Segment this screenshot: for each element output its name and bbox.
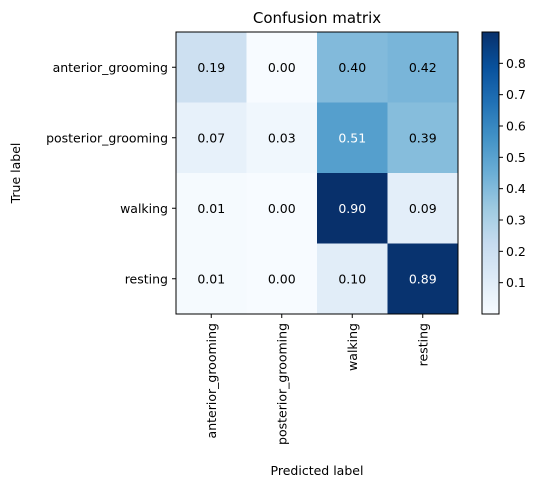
heatmap-cell <box>317 102 388 174</box>
heatmap-cell <box>387 173 459 244</box>
x-axis-ticks: anterior_grooming posterior_grooming walki… <box>204 314 430 445</box>
colorbar-tick-label: 0.7 <box>506 87 526 102</box>
cell-value-label: 0.01 <box>197 271 225 286</box>
y-tick-label: anterior_grooming <box>53 60 168 75</box>
y-tick-label: walking <box>120 201 168 216</box>
y-axis-label: True label <box>8 143 23 205</box>
cell-value-label: 0.51 <box>338 130 366 145</box>
cell-value-label: 0.90 <box>338 201 366 216</box>
colorbar-ticks: 0.1 0.2 0.3 0.4 0.5 0.6 0.7 0.8 <box>499 56 526 290</box>
heatmap-cell <box>387 102 459 174</box>
cell-value-label: 0.10 <box>338 271 366 286</box>
cell-value-label: 0.07 <box>197 130 225 145</box>
heatmap-cell <box>387 243 459 315</box>
x-tick-label: resting <box>415 323 430 366</box>
x-axis-label: Predicted label <box>271 463 364 478</box>
cell-value-label: 0.00 <box>268 201 296 216</box>
colorbar-tick-label: 0.4 <box>506 181 526 196</box>
colorbar-tick-label: 0.1 <box>506 275 526 290</box>
colorbar-tick-label: 0.3 <box>506 213 526 228</box>
heatmap-cell <box>246 243 318 315</box>
cell-value-label: 0.09 <box>409 201 437 216</box>
heatmap-cell <box>246 102 318 174</box>
heatmap-cell <box>246 173 318 244</box>
chart-title: Confusion matrix <box>253 9 381 27</box>
heatmap-cell <box>176 102 247 174</box>
heatmap-cell <box>246 32 318 103</box>
y-tick-label: posterior_grooming <box>46 130 168 145</box>
heatmap-cell <box>387 32 459 103</box>
cell-value-label: 0.03 <box>268 130 296 145</box>
heatmap-cell <box>176 243 247 315</box>
x-tick-label: posterior_grooming <box>274 323 289 445</box>
cell-value-label: 0.40 <box>338 60 366 75</box>
heatmap-cell <box>317 243 388 315</box>
x-tick-label: walking <box>345 323 360 371</box>
cell-value-label: 0.39 <box>409 130 437 145</box>
y-axis-ticks: anterior_grooming posterior_groomingwalki… <box>46 60 176 286</box>
cell-value-label: 0.01 <box>197 201 225 216</box>
heatmap-cell <box>317 32 388 103</box>
colorbar-tick-label: 0.5 <box>506 150 526 165</box>
heatmap-cell <box>317 173 388 244</box>
heatmap-cell <box>176 173 247 244</box>
y-tick-label: resting <box>125 271 168 286</box>
cell-value-label: 0.89 <box>409 271 437 286</box>
colorbar-tick-label: 0.2 <box>506 244 526 259</box>
heatmap-cells <box>176 32 459 315</box>
colorbar <box>481 31 500 315</box>
cell-value-label: 0.00 <box>268 60 296 75</box>
cell-value-label: 0.00 <box>268 271 296 286</box>
colorbar-tick-label: 0.6 <box>506 119 526 134</box>
x-tick-label: anterior_grooming <box>204 323 219 438</box>
cell-value-label: 0.42 <box>409 60 437 75</box>
plot-frame <box>175 31 459 315</box>
cell-value-label: 0.19 <box>197 60 225 75</box>
heatmap-cell <box>176 32 247 103</box>
heatmap-cell-labels: 0.19 0.00 0.40 0.42 0.07 0.03 0.51 0.39 0.01 0.00… <box>197 60 436 287</box>
colorbar-tick-label: 0.8 <box>506 56 526 71</box>
